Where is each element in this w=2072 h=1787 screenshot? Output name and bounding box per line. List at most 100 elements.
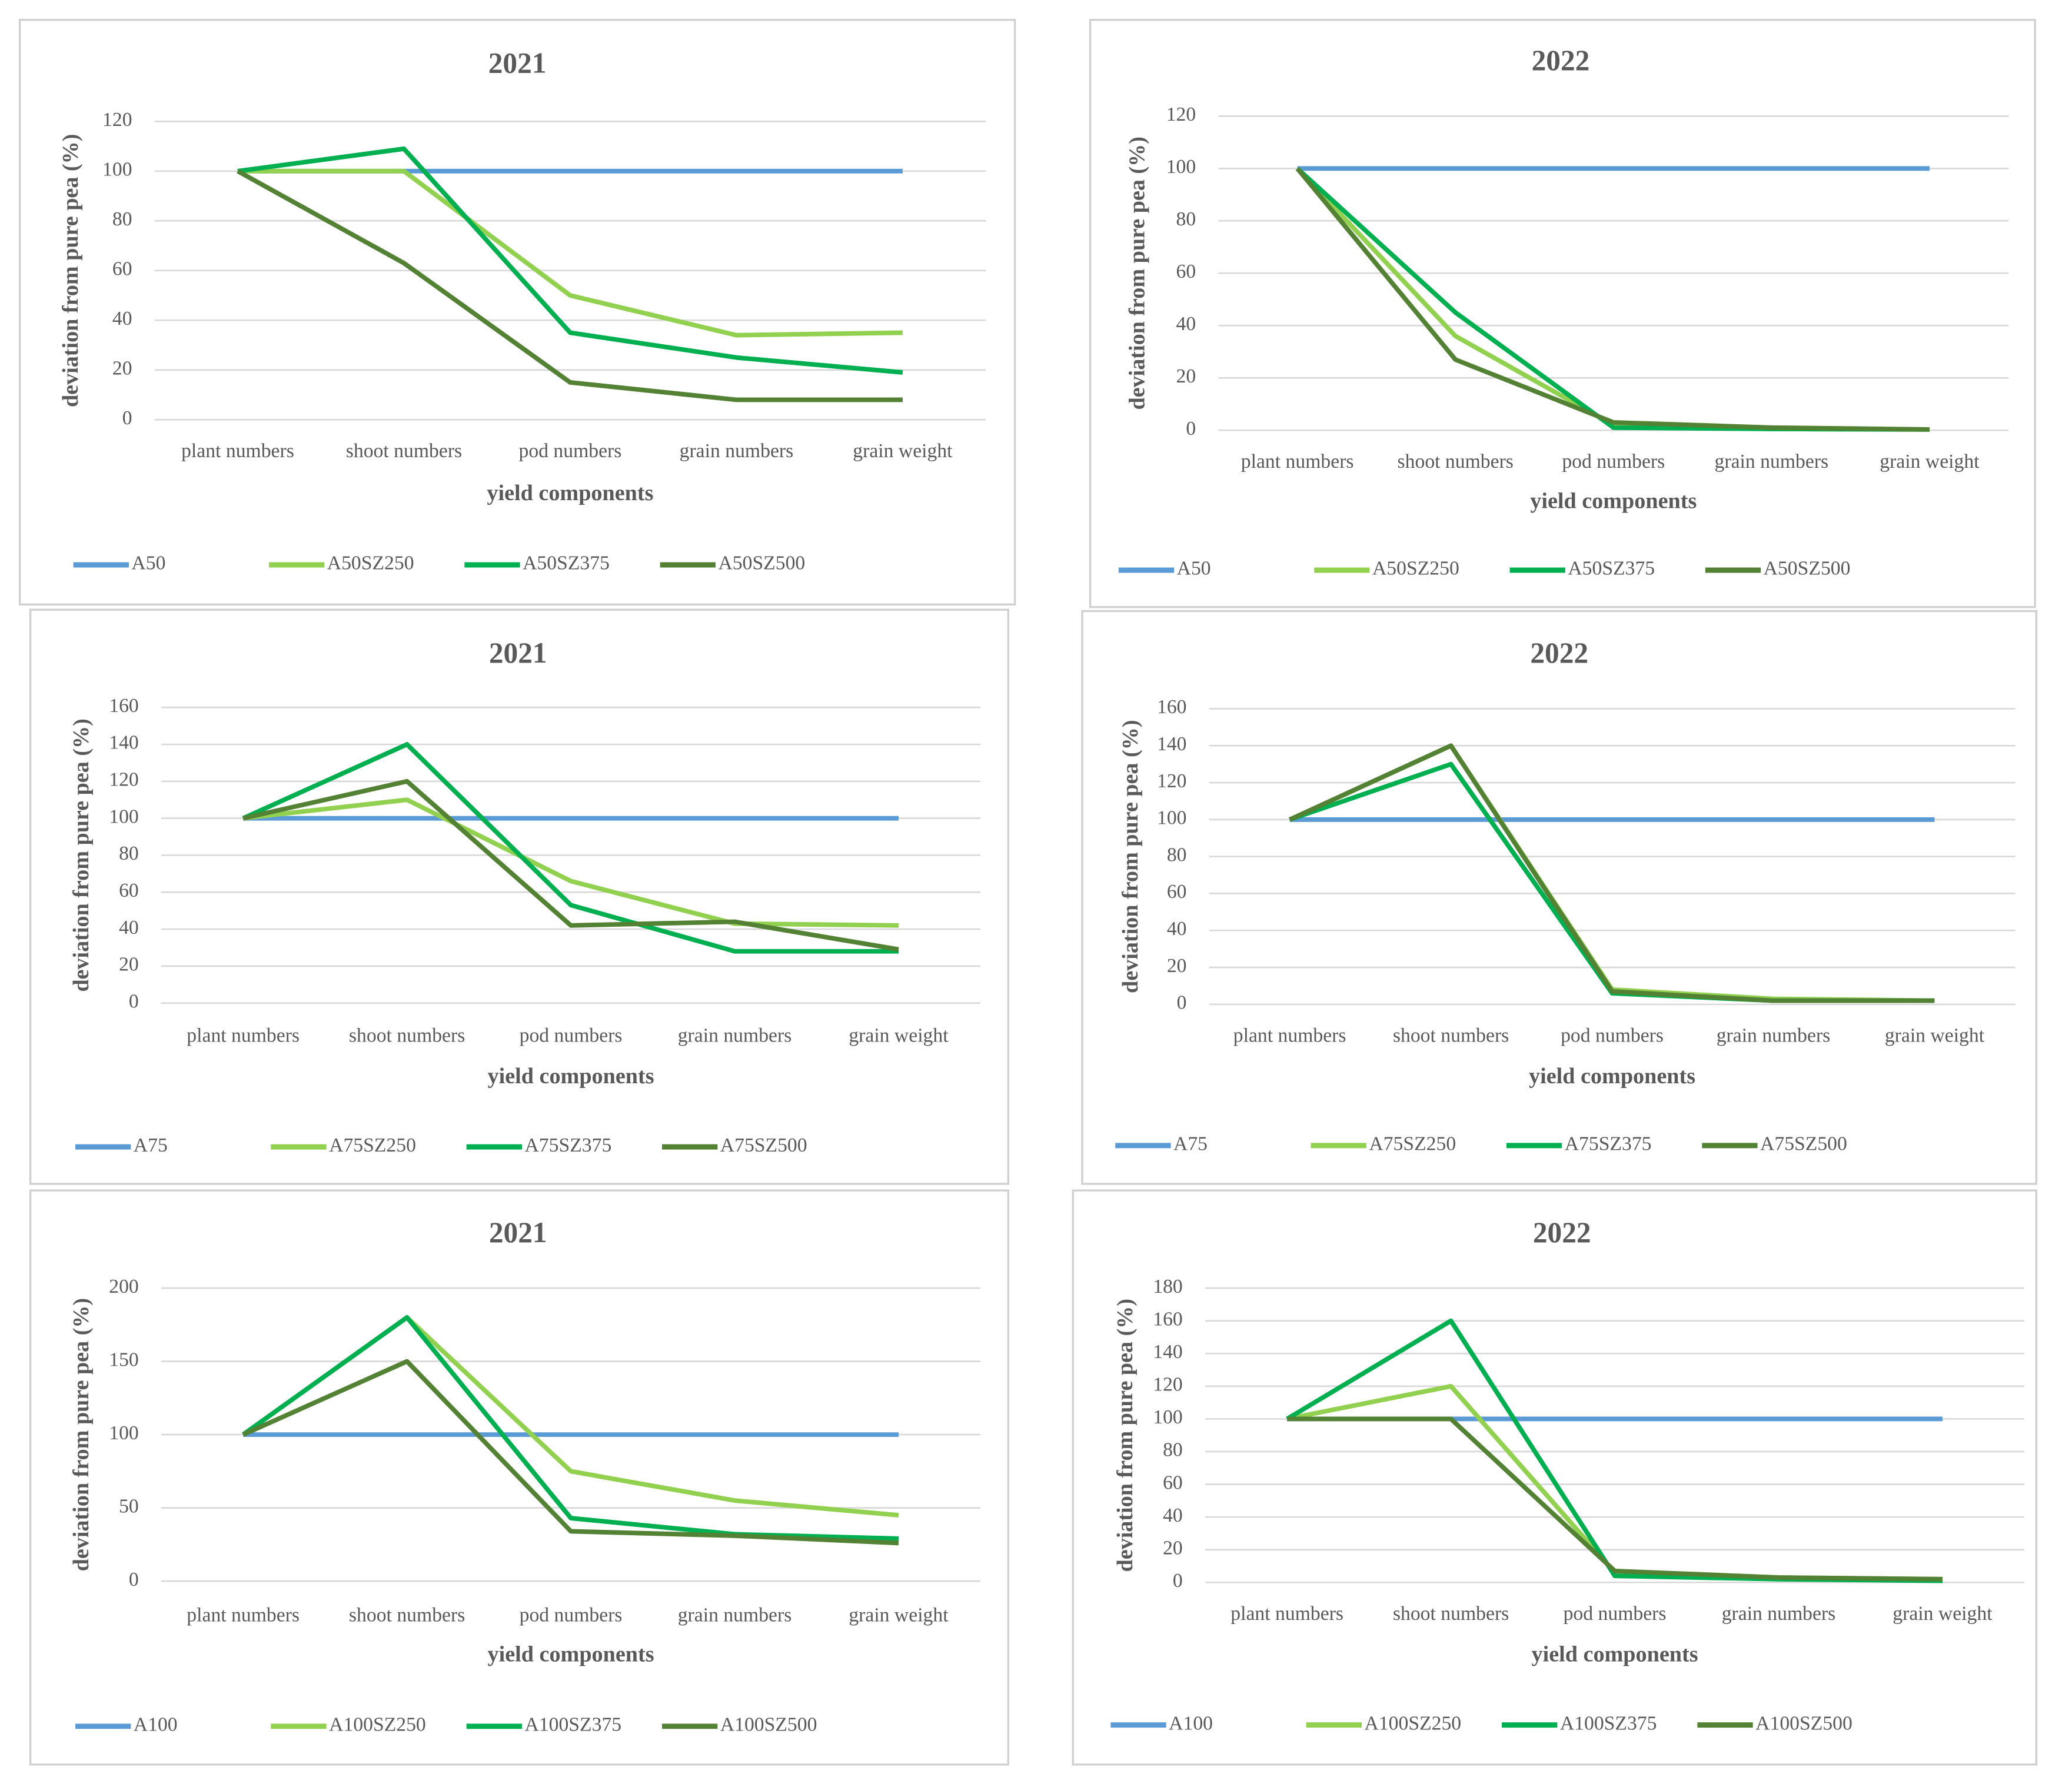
legend-label: A100 — [1169, 1712, 1213, 1734]
legend-label: A75SZ250 — [1369, 1133, 1456, 1155]
x-tick-label: grain weight — [1880, 451, 1980, 472]
x-tick-label: grain numbers — [678, 1025, 792, 1047]
chart-title: 2021 — [489, 637, 547, 669]
data-line — [1295, 167, 1930, 432]
x-tick-label: shoot numbers — [1393, 1603, 1509, 1625]
legend-label: A75SZ500 — [720, 1134, 807, 1156]
y-tick-label: 20 — [1163, 1537, 1183, 1559]
legend-label: A75SZ500 — [1760, 1133, 1847, 1155]
y-tick-label: 120 — [1153, 1374, 1183, 1396]
x-axis-label: yield components — [488, 1064, 654, 1089]
x-tick-label: pod numbers — [520, 1025, 623, 1047]
y-tick-label: 80 — [112, 208, 132, 230]
y-tick-label: 40 — [112, 308, 132, 330]
y-tick-label: 0 — [1186, 418, 1196, 440]
y-axis-label: deviation from pure pea (%) — [69, 718, 94, 991]
y-tick-label: 60 — [119, 880, 139, 901]
x-tick-label: plant numbers — [187, 1025, 300, 1047]
y-tick-label: 40 — [1163, 1505, 1183, 1526]
x-tick-label: plant numbers — [1233, 1025, 1346, 1047]
y-tick-label: 60 — [1163, 1472, 1183, 1493]
data-line — [1287, 1416, 1943, 1582]
x-tick-label: grain weight — [1893, 1603, 1993, 1625]
y-axis-label: deviation from pure pea (%) — [1113, 1299, 1138, 1572]
y-tick-label: 200 — [109, 1276, 139, 1297]
legend-label: A100SZ500 — [720, 1714, 817, 1736]
y-tick-label: 100 — [102, 159, 132, 181]
legend-label: A75 — [134, 1134, 168, 1156]
x-tick-label: shoot numbers — [1393, 1025, 1509, 1047]
y-tick-label: 60 — [1176, 261, 1196, 282]
y-tick-label: 160 — [109, 695, 139, 717]
y-tick-label: 80 — [1176, 208, 1196, 230]
y-tick-label: 120 — [1166, 104, 1196, 125]
legend-label: A50 — [131, 553, 165, 574]
y-tick-label: 20 — [119, 954, 139, 976]
chart-title: 2022 — [1533, 1216, 1591, 1249]
legend-label: A50SZ375 — [523, 553, 610, 574]
legend-label: A75SZ250 — [329, 1134, 416, 1156]
x-axis-label: yield components — [1532, 1642, 1698, 1667]
x-tick-label: grain numbers — [678, 1604, 792, 1626]
x-tick-label: grain weight — [1885, 1025, 1985, 1047]
legend-label: A100SZ375 — [524, 1714, 621, 1736]
y-tick-label: 140 — [1157, 733, 1187, 755]
y-tick-label: 80 — [1163, 1439, 1183, 1461]
y-tick-label: 40 — [1176, 313, 1196, 335]
y-tick-label: 100 — [109, 1422, 139, 1444]
y-tick-label: 0 — [1173, 1570, 1183, 1592]
y-tick-label: 0 — [122, 407, 132, 429]
y-tick-label: 140 — [1153, 1341, 1183, 1363]
x-axis-label: yield components — [488, 1642, 654, 1667]
x-tick-label: grain numbers — [680, 440, 794, 462]
x-tick-label: plant numbers — [187, 1604, 300, 1626]
data-line — [237, 146, 903, 375]
y-tick-label: 120 — [1157, 770, 1187, 792]
y-axis-label: deviation from pure pea (%) — [58, 134, 83, 407]
chart-title: 2021 — [488, 46, 547, 79]
legend-label: A50SZ500 — [1764, 558, 1851, 580]
data-line — [242, 778, 899, 952]
x-tick-label: pod numbers — [520, 1604, 623, 1626]
y-tick-label: 40 — [1167, 918, 1187, 940]
chart-title: 2022 — [1530, 637, 1588, 669]
legend-label: A50SZ375 — [1568, 558, 1655, 580]
legend-label: A100SZ250 — [1365, 1712, 1462, 1734]
legend-label: A75SZ375 — [524, 1134, 611, 1156]
chart-title: 2022 — [1532, 44, 1590, 76]
legend-label: A75 — [1173, 1133, 1208, 1155]
x-tick-label: shoot numbers — [349, 1025, 465, 1047]
y-tick-label: 80 — [1167, 844, 1187, 866]
x-tick-label: grain weight — [849, 1604, 949, 1626]
y-tick-label: 150 — [109, 1349, 139, 1370]
legend-label: A50SZ250 — [327, 553, 414, 574]
x-tick-label: grain numbers — [1722, 1603, 1836, 1625]
legend-label: A100SZ375 — [1560, 1712, 1657, 1734]
y-tick-label: 100 — [1166, 156, 1196, 178]
panel-border — [1089, 18, 2036, 608]
y-tick-label: 100 — [1157, 807, 1187, 829]
legend-label: A50SZ250 — [1372, 558, 1459, 580]
y-tick-label: 120 — [109, 769, 139, 791]
x-tick-label: plant numbers — [1241, 451, 1354, 472]
x-axis-label: yield components — [1529, 1064, 1695, 1089]
chart-title: 2021 — [489, 1216, 547, 1249]
y-tick-label: 140 — [109, 732, 139, 754]
y-tick-label: 160 — [1153, 1308, 1183, 1330]
panel-border — [18, 18, 1016, 605]
y-axis-label: deviation from pure pea (%) — [1118, 720, 1143, 993]
y-tick-label: 50 — [119, 1495, 139, 1517]
y-tick-label: 20 — [112, 358, 132, 380]
x-tick-label: grain weight — [853, 440, 953, 462]
panel-border — [1072, 1189, 2038, 1766]
x-tick-label: shoot numbers — [349, 1604, 465, 1626]
x-tick-label: shoot numbers — [346, 440, 462, 462]
data-line — [241, 1315, 899, 1541]
x-tick-label: grain numbers — [1715, 451, 1829, 472]
x-axis-label: yield components — [1530, 488, 1697, 513]
legend-label: A100SZ500 — [1755, 1712, 1853, 1734]
x-tick-label: pod numbers — [1564, 1603, 1667, 1625]
x-axis-label: yield components — [487, 481, 653, 505]
